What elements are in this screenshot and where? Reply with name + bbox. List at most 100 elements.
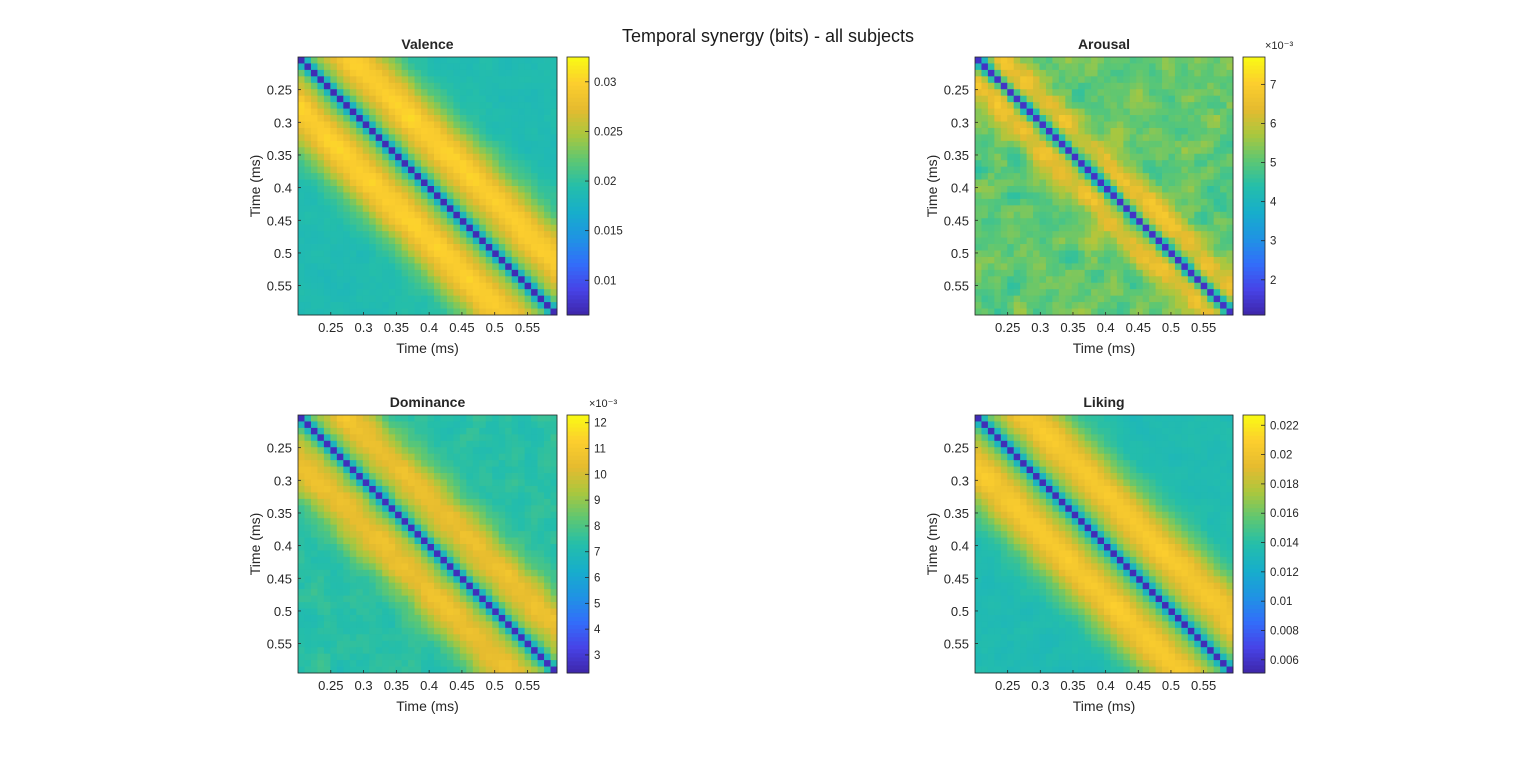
- heatmap-cell: [349, 485, 357, 493]
- heatmap-cell: [472, 582, 480, 590]
- heatmap-cell: [975, 282, 982, 290]
- heatmap-cell: [1187, 218, 1195, 226]
- heatmap-cell: [369, 602, 377, 609]
- heatmap-cell: [395, 160, 403, 168]
- colorbar-segment: [567, 129, 589, 135]
- heatmap-cell: [421, 511, 428, 519]
- heatmap-cell: [518, 57, 526, 64]
- heatmap-cell: [1000, 173, 1008, 180]
- heatmap-cell: [1104, 127, 1111, 135]
- heatmap-cell: [1078, 198, 1086, 206]
- heatmap-cell: [1039, 276, 1047, 284]
- heatmap-cell: [453, 82, 461, 90]
- heatmap-cell: [362, 121, 370, 129]
- heatmap-cell: [356, 231, 364, 238]
- heatmap-cell: [1116, 231, 1124, 238]
- heatmap-cell: [427, 466, 435, 474]
- heatmap-cell: [1226, 57, 1234, 64]
- heatmap-cell: [544, 415, 551, 422]
- heatmap-cell: [323, 127, 331, 135]
- heatmap-cell: [375, 531, 383, 538]
- heatmap-cell: [472, 537, 480, 545]
- heatmap-cell: [317, 621, 325, 629]
- heatmap-cell: [427, 211, 435, 219]
- heatmap-cell: [498, 524, 506, 532]
- panel-title: Valence: [401, 36, 453, 52]
- heatmap-cell: [336, 211, 344, 219]
- heatmap-cell: [1129, 211, 1137, 219]
- heatmap-cell: [414, 250, 422, 258]
- heatmap-cell: [388, 589, 396, 596]
- heatmap-cell: [485, 160, 493, 168]
- heatmap-cell: [1174, 108, 1182, 116]
- heatmap-cell: [479, 498, 487, 506]
- heatmap-cell: [485, 447, 493, 455]
- heatmap-cell: [466, 160, 474, 168]
- heatmap-cell: [975, 69, 982, 77]
- heatmap-cell: [1116, 192, 1124, 200]
- colorbar-segment: [1243, 266, 1265, 272]
- heatmap-cell: [1168, 250, 1176, 258]
- heatmap-cell: [1123, 134, 1131, 142]
- heatmap-cell: [498, 76, 506, 84]
- heatmap-cell: [537, 473, 545, 480]
- heatmap-cell: [349, 127, 357, 135]
- heatmap-cell: [336, 153, 344, 161]
- heatmap-cell: [356, 447, 364, 455]
- heatmap-cell: [388, 218, 396, 226]
- heatmap-cell: [518, 614, 526, 622]
- heatmap-cell: [395, 485, 403, 493]
- heatmap-cell: [1052, 198, 1060, 206]
- heatmap-cell: [518, 121, 526, 129]
- heatmap-cell: [369, 537, 377, 545]
- heatmap-cell: [317, 582, 325, 590]
- heatmap-cell: [485, 434, 493, 442]
- heatmap-cell: [1181, 269, 1189, 277]
- heatmap-cell: [356, 76, 364, 84]
- heatmap-cell: [1013, 63, 1021, 71]
- heatmap-cell: [330, 295, 338, 303]
- heatmap-cell: [511, 473, 519, 480]
- heatmap-cell: [994, 237, 1002, 245]
- heatmap-cell: [298, 505, 305, 513]
- heatmap-cell: [427, 589, 435, 596]
- heatmap-cell: [310, 192, 318, 200]
- heatmap-cell: [1168, 192, 1176, 200]
- heatmap-cell: [446, 434, 454, 442]
- heatmap-cell: [310, 263, 318, 271]
- heatmap-cell: [518, 531, 526, 538]
- heatmap-cell: [1194, 289, 1202, 297]
- heatmap-cell: [453, 473, 461, 480]
- heatmap-cell: [1052, 121, 1060, 129]
- heatmap-cell: [1065, 82, 1073, 90]
- heatmap-cell: [362, 198, 370, 206]
- heatmap-cell: [408, 531, 415, 538]
- heatmap-cell: [1155, 140, 1163, 148]
- heatmap-cell: [472, 415, 480, 422]
- heatmap-cell: [1013, 95, 1021, 103]
- heatmap-cell: [1007, 231, 1015, 238]
- heatmap-cell: [1013, 147, 1021, 155]
- heatmap-cell: [505, 256, 513, 264]
- heatmap-cell: [1039, 108, 1047, 116]
- heatmap-cell: [1033, 115, 1040, 122]
- heatmap-cell: [531, 602, 538, 609]
- heatmap-cell: [518, 127, 526, 135]
- heatmap-cell: [1155, 57, 1163, 64]
- heatmap-cell: [440, 218, 448, 226]
- heatmap-cell: [395, 231, 403, 238]
- heatmap-cell: [382, 653, 390, 661]
- heatmap-cell: [1123, 231, 1131, 238]
- heatmap-cell: [1207, 250, 1215, 258]
- heatmap-cell: [298, 421, 305, 429]
- heatmap-cell: [453, 153, 461, 161]
- heatmap-cell: [330, 627, 338, 635]
- heatmap-cell: [369, 415, 377, 422]
- heatmap-cell: [537, 256, 545, 264]
- heatmap-cell: [1052, 76, 1060, 84]
- heatmap-cell: [1174, 308, 1182, 316]
- heatmap-cell: [446, 115, 454, 122]
- heatmap-cell: [1213, 205, 1221, 213]
- heatmap-cell: [440, 192, 448, 200]
- heatmap-cell: [1200, 282, 1208, 290]
